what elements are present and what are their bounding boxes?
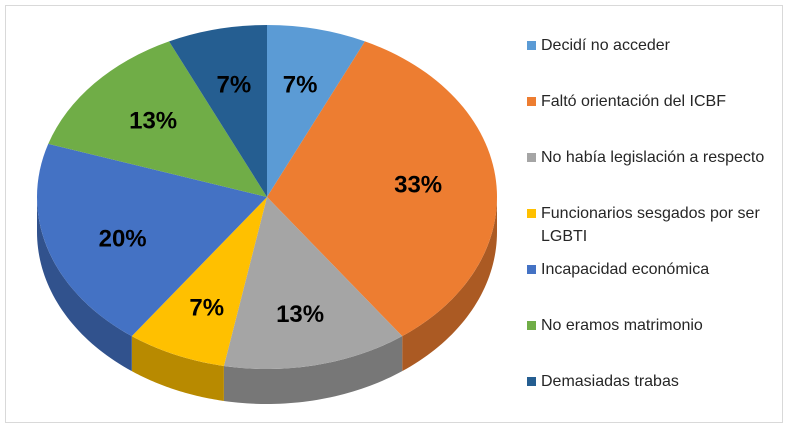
data-label: 7% <box>189 295 224 322</box>
slice-side <box>131 336 224 401</box>
legend-item: No había legislación a respecto <box>527 146 790 169</box>
legend-item: Demasiadas trabas <box>527 370 790 393</box>
data-label: 7% <box>283 72 318 99</box>
data-label: 13% <box>276 301 324 328</box>
legend-swatch <box>527 321 536 330</box>
legend-label: Funcionarios sesgados por ser LGBTI <box>541 205 760 245</box>
data-label: 13% <box>129 107 177 134</box>
slice-side <box>223 336 403 404</box>
data-label: 20% <box>99 225 147 252</box>
chart-frame <box>5 5 783 423</box>
legend-label: Incapacidad económica <box>541 261 710 278</box>
data-label: 7% <box>217 72 252 99</box>
legend-swatch <box>527 41 536 50</box>
legend-label: Demasiadas trabas <box>541 373 679 390</box>
legend-item: No eramos matrimonio <box>527 314 790 337</box>
slice <box>223 197 403 369</box>
data-label: 33% <box>394 172 442 199</box>
legend-label: Decidí no acceder <box>541 37 670 54</box>
slice <box>267 41 497 337</box>
legend-swatch <box>527 153 536 162</box>
slice <box>37 143 267 337</box>
slice <box>131 197 267 366</box>
slice <box>169 25 267 197</box>
legend-label: No había legislación a respecto <box>541 149 765 166</box>
legend-label: Faltó orientación del ICBF <box>541 93 726 110</box>
legend-item: Faltó orientación del ICBF <box>527 90 790 113</box>
legend-item: Decidí no acceder <box>527 34 790 57</box>
legend-swatch <box>527 265 536 274</box>
slice <box>48 41 267 197</box>
legend-swatch <box>527 377 536 386</box>
slice <box>267 25 365 197</box>
legend-item: Funcionarios sesgados por ser LGBTI <box>527 202 790 248</box>
legend-label: No eramos matrimonio <box>541 317 703 334</box>
slice-side <box>402 197 497 372</box>
legend-item: Incapacidad económica <box>527 258 790 281</box>
legend-swatch <box>527 209 536 218</box>
slice-side <box>37 197 132 372</box>
legend-swatch <box>527 97 536 106</box>
